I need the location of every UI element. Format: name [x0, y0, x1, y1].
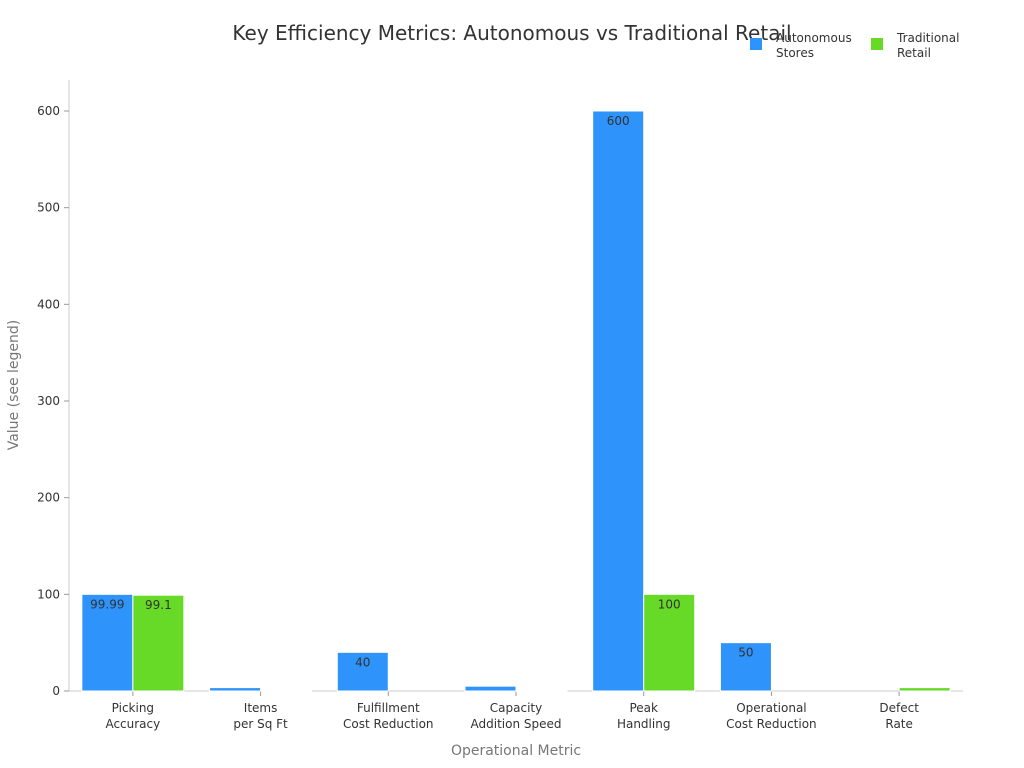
legend-label: Stores — [776, 46, 814, 60]
bar-autonomous — [464, 685, 517, 692]
data-label: 100 — [658, 597, 681, 611]
y-tick-label: 300 — [37, 394, 60, 408]
data-label: 99.99 — [90, 597, 124, 611]
x-tick-label: Fulfillment — [357, 701, 420, 715]
bar-traditional — [515, 689, 568, 692]
legend-label: Traditional — [896, 31, 959, 45]
bar-autonomous — [336, 651, 389, 692]
y-tick-label: 0 — [52, 684, 60, 698]
legend-label: Autonomous — [776, 31, 852, 45]
x-tick-label: Rate — [885, 717, 913, 731]
bar-autonomous — [719, 642, 772, 692]
y-tick-label: 100 — [37, 587, 60, 601]
x-tick-label: Items — [244, 701, 278, 715]
y-tick-label: 500 — [37, 201, 60, 215]
bar-traditional — [132, 594, 185, 692]
x-axis-label: Operational Metric — [451, 743, 581, 759]
x-tick-label: Picking — [112, 701, 154, 715]
legend-swatch — [750, 38, 762, 50]
legend-label: Retail — [897, 46, 931, 60]
x-tick-label: Cost Reduction — [343, 717, 433, 731]
x-tick-label: Operational — [736, 701, 806, 715]
y-tick-label: 200 — [37, 491, 60, 505]
bar-autonomous — [592, 110, 645, 692]
x-tick-label: per Sq Ft — [233, 717, 288, 731]
legend-swatch — [871, 38, 883, 50]
x-tick-label: Capacity — [490, 701, 542, 715]
y-axis-label: Value (see legend) — [6, 320, 22, 451]
x-tick-label: Peak — [629, 701, 658, 715]
data-label: 99.1 — [145, 598, 172, 612]
x-tick-label: Defect — [879, 701, 919, 715]
y-tick-label: 600 — [37, 104, 60, 118]
bar-autonomous — [209, 687, 262, 692]
data-label: 600 — [607, 114, 630, 128]
x-tick-label: Accuracy — [105, 717, 160, 731]
x-tick-label: Cost Reduction — [726, 717, 816, 731]
bar-traditional — [898, 687, 951, 692]
x-tick-label: Addition Speed — [471, 717, 562, 731]
data-label: 50 — [738, 646, 753, 660]
bar-traditional — [260, 689, 313, 692]
y-tick-label: 400 — [37, 297, 60, 311]
chart-title: Key Efficiency Metrics: Autonomous vs Tr… — [232, 21, 791, 45]
x-tick-label: Handling — [617, 717, 671, 731]
data-label: 40 — [355, 655, 370, 669]
bar-traditional — [643, 593, 696, 692]
